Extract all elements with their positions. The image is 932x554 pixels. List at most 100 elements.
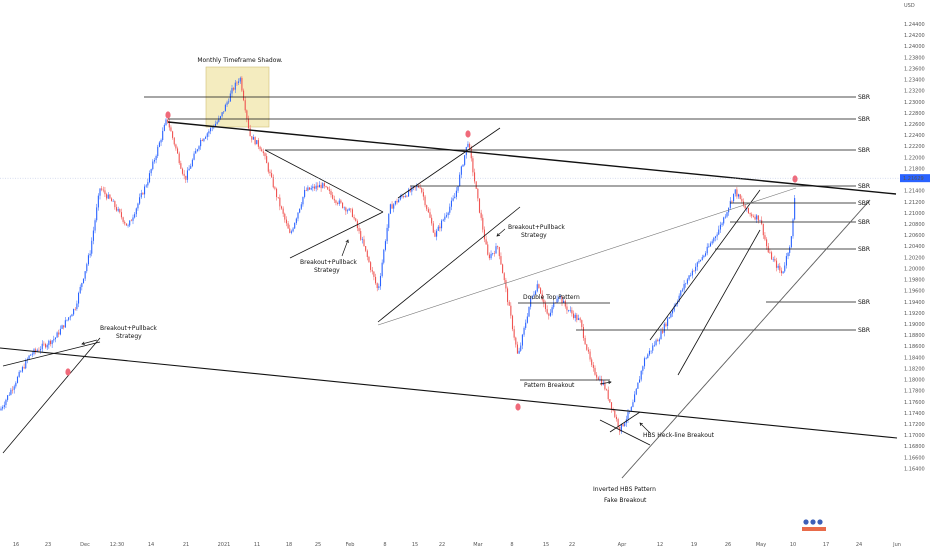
candle-body <box>630 406 632 411</box>
candle-body <box>729 200 731 208</box>
candle-body <box>716 234 718 237</box>
candle-body <box>365 246 367 251</box>
candle-body <box>79 286 81 293</box>
time-tick-label: 23 <box>45 542 51 548</box>
candle-body <box>267 163 269 172</box>
neckline-arrow <box>639 422 651 434</box>
candle-body <box>274 187 276 189</box>
wide-wedge-lower-line <box>621 199 871 479</box>
candle-body <box>297 212 299 219</box>
double-top-label: Double Top Pattern <box>523 294 580 301</box>
candle-body <box>218 118 220 122</box>
candle-body <box>290 231 292 233</box>
candle-body <box>752 216 754 217</box>
strategy-label: Strategy <box>116 333 142 340</box>
candle-body <box>736 189 738 197</box>
candle-body <box>172 131 174 138</box>
candle-body <box>53 339 55 341</box>
candle-body <box>158 142 160 147</box>
price-tick-label: 1.22800 <box>904 111 925 117</box>
rising-channel-lower-line <box>377 206 521 323</box>
triangle-lower-line <box>289 211 384 259</box>
candle-body <box>137 203 139 209</box>
price-tick-label: 1.17800 <box>904 389 925 395</box>
candle-body <box>511 315 514 330</box>
candle-body <box>701 257 703 261</box>
candle-body <box>20 371 22 373</box>
rising-wedge-lower-line <box>2 337 101 454</box>
inverted-hs-label: Inverted HBS Pattern <box>593 486 656 493</box>
candle-body <box>657 340 659 342</box>
logo-bar <box>802 527 826 531</box>
candle-body <box>69 316 71 318</box>
candle-body <box>97 195 99 208</box>
price-tick-label: 1.23000 <box>904 100 925 106</box>
candle-body <box>637 382 639 389</box>
swing-marker-dot <box>165 111 171 119</box>
candle-body <box>287 223 289 229</box>
candle-body <box>429 212 431 218</box>
candle-body <box>269 171 271 174</box>
candle-body <box>198 146 200 150</box>
candle-body <box>58 332 60 335</box>
candle-body <box>573 313 575 319</box>
candle-body <box>208 131 210 134</box>
strategy-label: Strategy <box>314 267 340 274</box>
candle-body <box>483 229 485 240</box>
candle-body <box>782 271 784 274</box>
candle-body <box>690 275 692 276</box>
candle-body <box>282 208 284 214</box>
candle-body <box>665 323 667 326</box>
candle-body <box>683 283 685 290</box>
candle-body <box>581 320 583 328</box>
candle-body <box>455 190 457 197</box>
candle-body <box>582 327 584 338</box>
candle-body <box>401 196 403 197</box>
candle-body <box>568 310 570 311</box>
candle-body <box>668 317 670 319</box>
candle-body <box>785 256 787 266</box>
price-tick-label: 1.17400 <box>904 411 925 417</box>
candle-body <box>454 196 456 199</box>
candle-body <box>449 206 451 213</box>
candle-body <box>63 325 65 328</box>
price-tick-label: 1.22200 <box>904 144 925 150</box>
candle-body <box>247 118 250 129</box>
candle-body <box>711 241 713 244</box>
candle-body <box>40 349 42 351</box>
candle-body <box>627 411 629 420</box>
candle-body <box>7 395 9 400</box>
candle-body <box>244 100 246 111</box>
candle-body <box>757 215 759 221</box>
candle-body <box>792 219 794 237</box>
candle-body <box>399 196 401 200</box>
candle-body <box>73 308 75 315</box>
candle-body <box>193 153 195 160</box>
candle-body <box>68 317 70 320</box>
candle-body <box>467 143 469 147</box>
candle-body <box>59 328 61 335</box>
candle-body <box>330 190 332 195</box>
candle-body <box>41 343 43 350</box>
candle-body <box>726 212 728 217</box>
candle-body <box>152 161 154 170</box>
candle-body <box>280 206 283 209</box>
candle-body <box>643 358 646 367</box>
candle-body <box>393 204 395 209</box>
candle-body <box>500 256 502 265</box>
price-tick-label: 1.19400 <box>904 300 925 306</box>
strategy-label: Strategy <box>521 232 547 239</box>
candle-body <box>21 367 23 372</box>
candle-body <box>254 137 256 145</box>
candle-body <box>289 228 291 233</box>
candle-body <box>592 364 594 368</box>
candle-body <box>642 366 644 371</box>
candle-body <box>548 313 550 316</box>
candle-body <box>276 188 278 198</box>
time-tick-label: 14 <box>148 542 154 548</box>
candle-body <box>383 249 385 263</box>
candle-body <box>436 230 438 237</box>
time-tick-label: 12:30 <box>110 542 124 548</box>
